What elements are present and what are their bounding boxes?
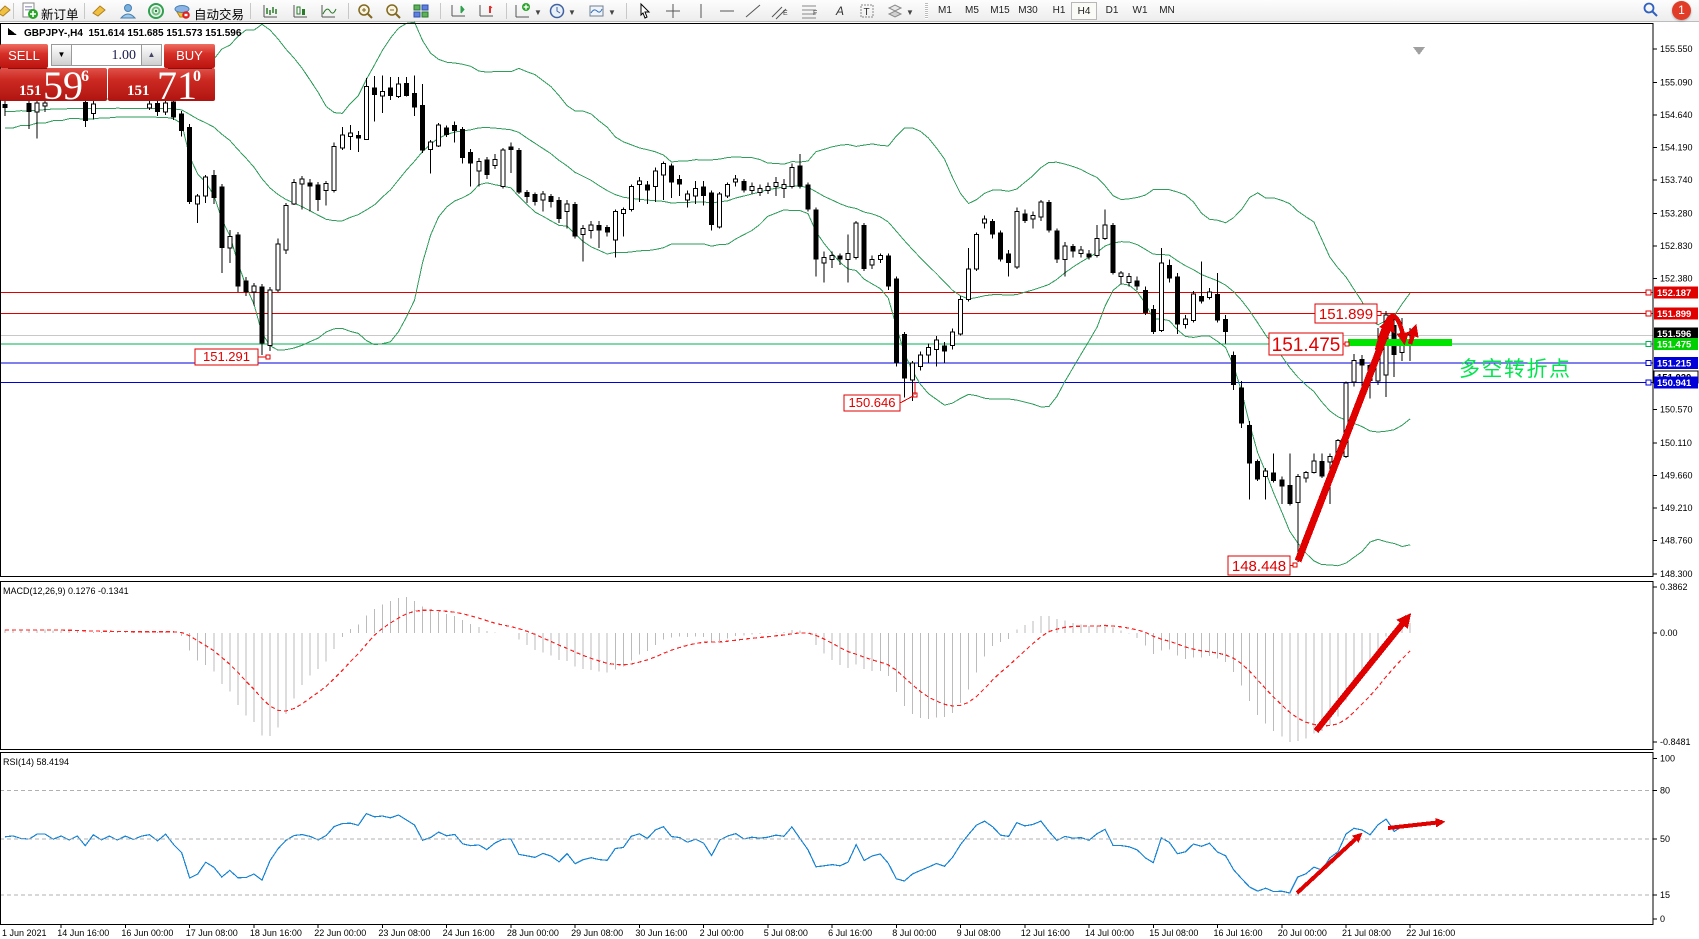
svg-text:155.090: 155.090 bbox=[1660, 77, 1693, 87]
svg-text:150.941: 150.941 bbox=[1657, 378, 1692, 389]
svg-text:151.475: 151.475 bbox=[1272, 335, 1341, 356]
svg-text:80: 80 bbox=[1660, 786, 1670, 796]
svg-text:155.550: 155.550 bbox=[1660, 44, 1693, 54]
svg-text:151.899: 151.899 bbox=[1319, 306, 1373, 323]
svg-text:18 Jun 16:00: 18 Jun 16:00 bbox=[250, 928, 302, 938]
svg-text:20 Jul 00:00: 20 Jul 00:00 bbox=[1278, 928, 1327, 938]
svg-text:16 Jun 00:00: 16 Jun 00:00 bbox=[121, 928, 173, 938]
svg-text:0.00: 0.00 bbox=[1660, 628, 1678, 638]
svg-text:14 Jun 16:00: 14 Jun 16:00 bbox=[57, 928, 109, 938]
svg-text:2 Jul 00:00: 2 Jul 00:00 bbox=[700, 928, 744, 938]
svg-text:150.570: 150.570 bbox=[1660, 405, 1693, 415]
svg-text:8 Jul 00:00: 8 Jul 00:00 bbox=[892, 928, 936, 938]
svg-text:9 Jul 08:00: 9 Jul 08:00 bbox=[957, 928, 1001, 938]
svg-text:152.187: 152.187 bbox=[1657, 288, 1691, 299]
svg-text:15 Jul 08:00: 15 Jul 08:00 bbox=[1149, 928, 1198, 938]
svg-text:149.660: 149.660 bbox=[1660, 470, 1693, 480]
svg-text:1 Jun 2021: 1 Jun 2021 bbox=[2, 928, 47, 938]
svg-text:-0.8481: -0.8481 bbox=[1660, 737, 1691, 747]
svg-text:0: 0 bbox=[1660, 914, 1665, 924]
svg-text:154.190: 154.190 bbox=[1660, 143, 1693, 153]
svg-text:GBPJPY-,H4 151.614 151.685 15: GBPJPY-,H4 151.614 151.685 151.573 151.5… bbox=[24, 28, 242, 39]
svg-text:22 Jun 00:00: 22 Jun 00:00 bbox=[314, 928, 366, 938]
svg-text:0.3862: 0.3862 bbox=[1660, 582, 1688, 592]
svg-text:22 Jul 16:00: 22 Jul 16:00 bbox=[1406, 928, 1455, 938]
svg-text:17 Jun 08:00: 17 Jun 08:00 bbox=[186, 928, 238, 938]
svg-text:14 Jul 00:00: 14 Jul 00:00 bbox=[1085, 928, 1134, 938]
svg-text:50: 50 bbox=[1660, 834, 1670, 844]
svg-text:30 Jun 16:00: 30 Jun 16:00 bbox=[635, 928, 687, 938]
svg-text:23 Jun 08:00: 23 Jun 08:00 bbox=[378, 928, 430, 938]
svg-text:24 Jun 16:00: 24 Jun 16:00 bbox=[443, 928, 495, 938]
svg-text:100: 100 bbox=[1660, 754, 1675, 764]
svg-text:151.475: 151.475 bbox=[1657, 340, 1692, 351]
svg-text:153.280: 153.280 bbox=[1660, 208, 1693, 218]
svg-text:T: T bbox=[864, 7, 870, 18]
svg-text:154.640: 154.640 bbox=[1660, 110, 1693, 120]
svg-text:151.215: 151.215 bbox=[1657, 358, 1692, 369]
svg-text:151.596: 151.596 bbox=[1657, 329, 1691, 340]
svg-text:148.760: 148.760 bbox=[1660, 536, 1693, 546]
svg-text:149.210: 149.210 bbox=[1660, 503, 1693, 513]
svg-text:150.110: 150.110 bbox=[1660, 438, 1692, 448]
svg-text:RSI(14) 58.4194: RSI(14) 58.4194 bbox=[3, 757, 69, 767]
svg-text:多空转折点: 多空转折点 bbox=[1459, 358, 1572, 381]
svg-text:MACD(12,26,9) 0.1276 -0.1341: MACD(12,26,9) 0.1276 -0.1341 bbox=[3, 586, 129, 596]
svg-text:152.830: 152.830 bbox=[1660, 241, 1693, 251]
svg-text:12 Jul 16:00: 12 Jul 16:00 bbox=[1021, 928, 1070, 938]
svg-text:15: 15 bbox=[1660, 890, 1670, 900]
svg-text:148.448: 148.448 bbox=[1232, 558, 1286, 575]
svg-text:16 Jul 16:00: 16 Jul 16:00 bbox=[1214, 928, 1263, 938]
svg-text:28 Jun 00:00: 28 Jun 00:00 bbox=[507, 928, 559, 938]
svg-text:29 Jun 08:00: 29 Jun 08:00 bbox=[571, 928, 623, 938]
svg-text:6 Jul 16:00: 6 Jul 16:00 bbox=[828, 928, 872, 938]
svg-text:152.380: 152.380 bbox=[1660, 274, 1693, 284]
svg-text:150.646: 150.646 bbox=[849, 395, 896, 410]
svg-text:21 Jul 08:00: 21 Jul 08:00 bbox=[1342, 928, 1391, 938]
svg-text:151.899: 151.899 bbox=[1657, 309, 1691, 320]
svg-text:153.740: 153.740 bbox=[1660, 175, 1693, 185]
svg-text:148.300: 148.300 bbox=[1660, 569, 1693, 579]
svg-text:5 Jul 08:00: 5 Jul 08:00 bbox=[764, 928, 808, 938]
svg-text:151.291: 151.291 bbox=[203, 349, 250, 364]
